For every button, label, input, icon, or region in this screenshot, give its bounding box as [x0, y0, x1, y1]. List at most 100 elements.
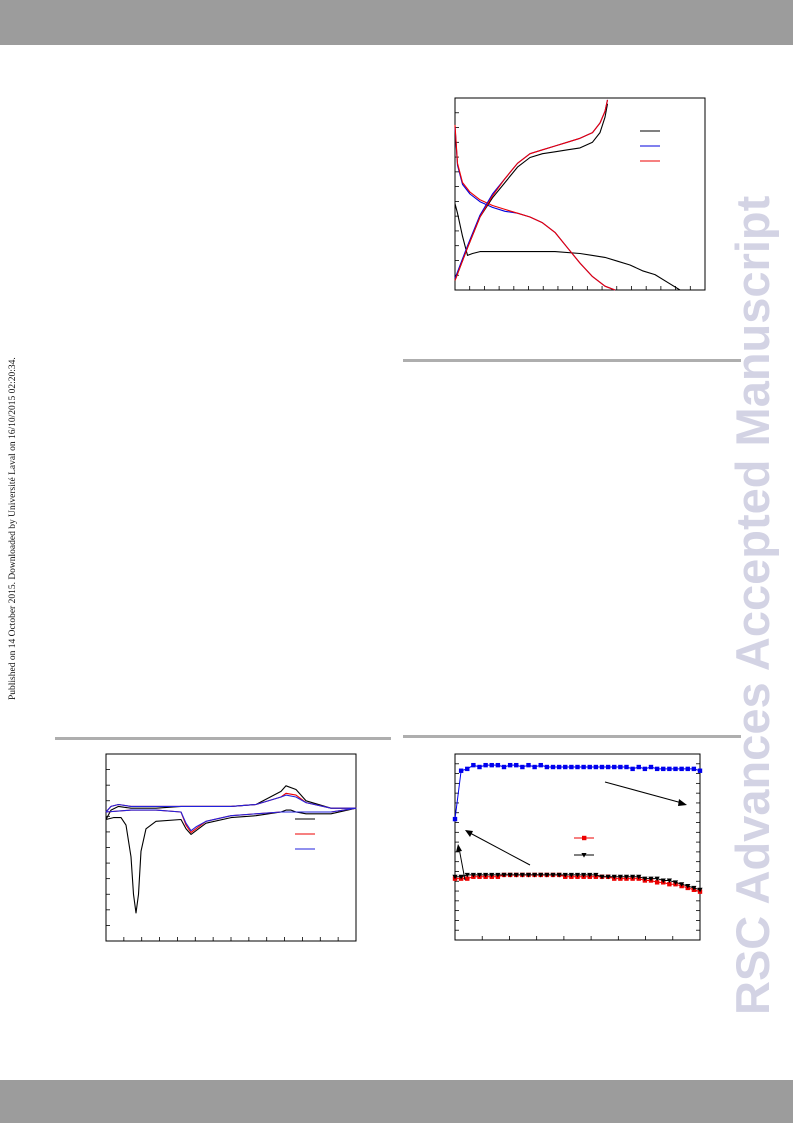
plot-frame [105, 753, 357, 942]
plot-frame [454, 753, 701, 941]
section-rule-left-bottom [55, 737, 391, 740]
data-point [612, 764, 617, 770]
data-point [679, 882, 685, 887]
data-point [599, 874, 605, 880]
data-point [587, 764, 592, 770]
data-point [489, 762, 494, 768]
data-point [636, 764, 641, 770]
data-point [611, 874, 617, 880]
data-point [605, 874, 611, 880]
data-point [605, 764, 611, 770]
annotation-arrow-efficiency [604, 781, 683, 804]
data-point [489, 872, 495, 878]
data-point [685, 766, 690, 772]
data-point [470, 872, 476, 878]
data-point [556, 872, 562, 878]
data-point [526, 762, 531, 768]
series-line-0 [454, 203, 681, 291]
annotation-arrowhead-capacity [465, 830, 473, 837]
data-point [593, 764, 599, 770]
data-point [465, 766, 470, 772]
data-point [458, 874, 464, 880]
data-point [495, 762, 501, 768]
data-point [697, 768, 703, 773]
data-point [685, 884, 691, 889]
data-point [563, 764, 568, 770]
data-point [483, 762, 488, 768]
data-point [550, 764, 556, 770]
data-point [648, 764, 654, 770]
chart-voltage-profiles [454, 97, 706, 291]
data-point [667, 766, 672, 772]
annotation-arrowhead-capacity-2 [456, 844, 462, 852]
data-point [507, 872, 513, 878]
data-point [476, 872, 483, 878]
data-point [569, 764, 574, 770]
series-line-5 [454, 99, 609, 281]
data-point [501, 872, 507, 878]
chart-cycling-performance [452, 753, 703, 941]
data-point [501, 764, 507, 770]
download-notice-text: Published on 14 October 2015. Downloaded… [8, 357, 18, 700]
series-line-2 [105, 794, 357, 832]
data-point [630, 766, 635, 772]
data-point [568, 872, 574, 878]
data-point [452, 874, 458, 880]
data-point [617, 874, 623, 880]
data-point [618, 764, 623, 770]
data-point [525, 872, 532, 878]
data-point [679, 766, 684, 772]
data-point [667, 882, 672, 887]
data-point [642, 876, 648, 882]
data-point [599, 764, 605, 770]
data-point [624, 764, 629, 770]
annotation-arrow-capacity [469, 832, 531, 866]
data-point [636, 874, 642, 880]
data-point [691, 885, 697, 891]
series-line-1 [105, 792, 357, 834]
series-line-2 [454, 124, 616, 291]
data-point [574, 872, 581, 878]
watermark-text: RSC Advances Accepted Manuscript [726, 195, 779, 1015]
data-point [538, 872, 544, 878]
data-point [581, 764, 586, 770]
header-band [0, 0, 793, 45]
data-point [483, 872, 489, 878]
data-point [513, 872, 519, 878]
data-point [520, 764, 525, 770]
data-point [538, 762, 543, 768]
data-point [672, 880, 679, 885]
data-point [532, 872, 538, 878]
data-point [507, 762, 513, 768]
data-point [630, 874, 636, 880]
data-point [593, 872, 599, 878]
data-point [648, 876, 654, 882]
annotation-arrow-capacity-2 [458, 847, 466, 881]
data-point [562, 872, 568, 878]
data-point [642, 766, 648, 772]
data-point [544, 872, 550, 878]
data-point [575, 764, 580, 770]
data-point [544, 764, 550, 770]
series-line-1 [454, 126, 616, 291]
data-point [666, 878, 672, 884]
data-point [661, 766, 666, 772]
data-point [673, 766, 678, 772]
data-point [691, 766, 697, 772]
data-point [465, 876, 470, 881]
data-point [514, 762, 519, 768]
section-rule-right-top [403, 359, 741, 362]
data-point [654, 876, 660, 882]
data-point [654, 766, 660, 772]
legend-marker-1 [581, 853, 587, 858]
data-point [458, 768, 464, 773]
series-line-0 [454, 764, 701, 820]
data-point [697, 887, 703, 893]
data-point [660, 878, 666, 884]
data-point [654, 880, 660, 885]
data-point [532, 764, 537, 770]
data-point [556, 764, 562, 770]
data-point [495, 872, 501, 878]
data-point [623, 874, 630, 880]
data-point [519, 872, 525, 878]
